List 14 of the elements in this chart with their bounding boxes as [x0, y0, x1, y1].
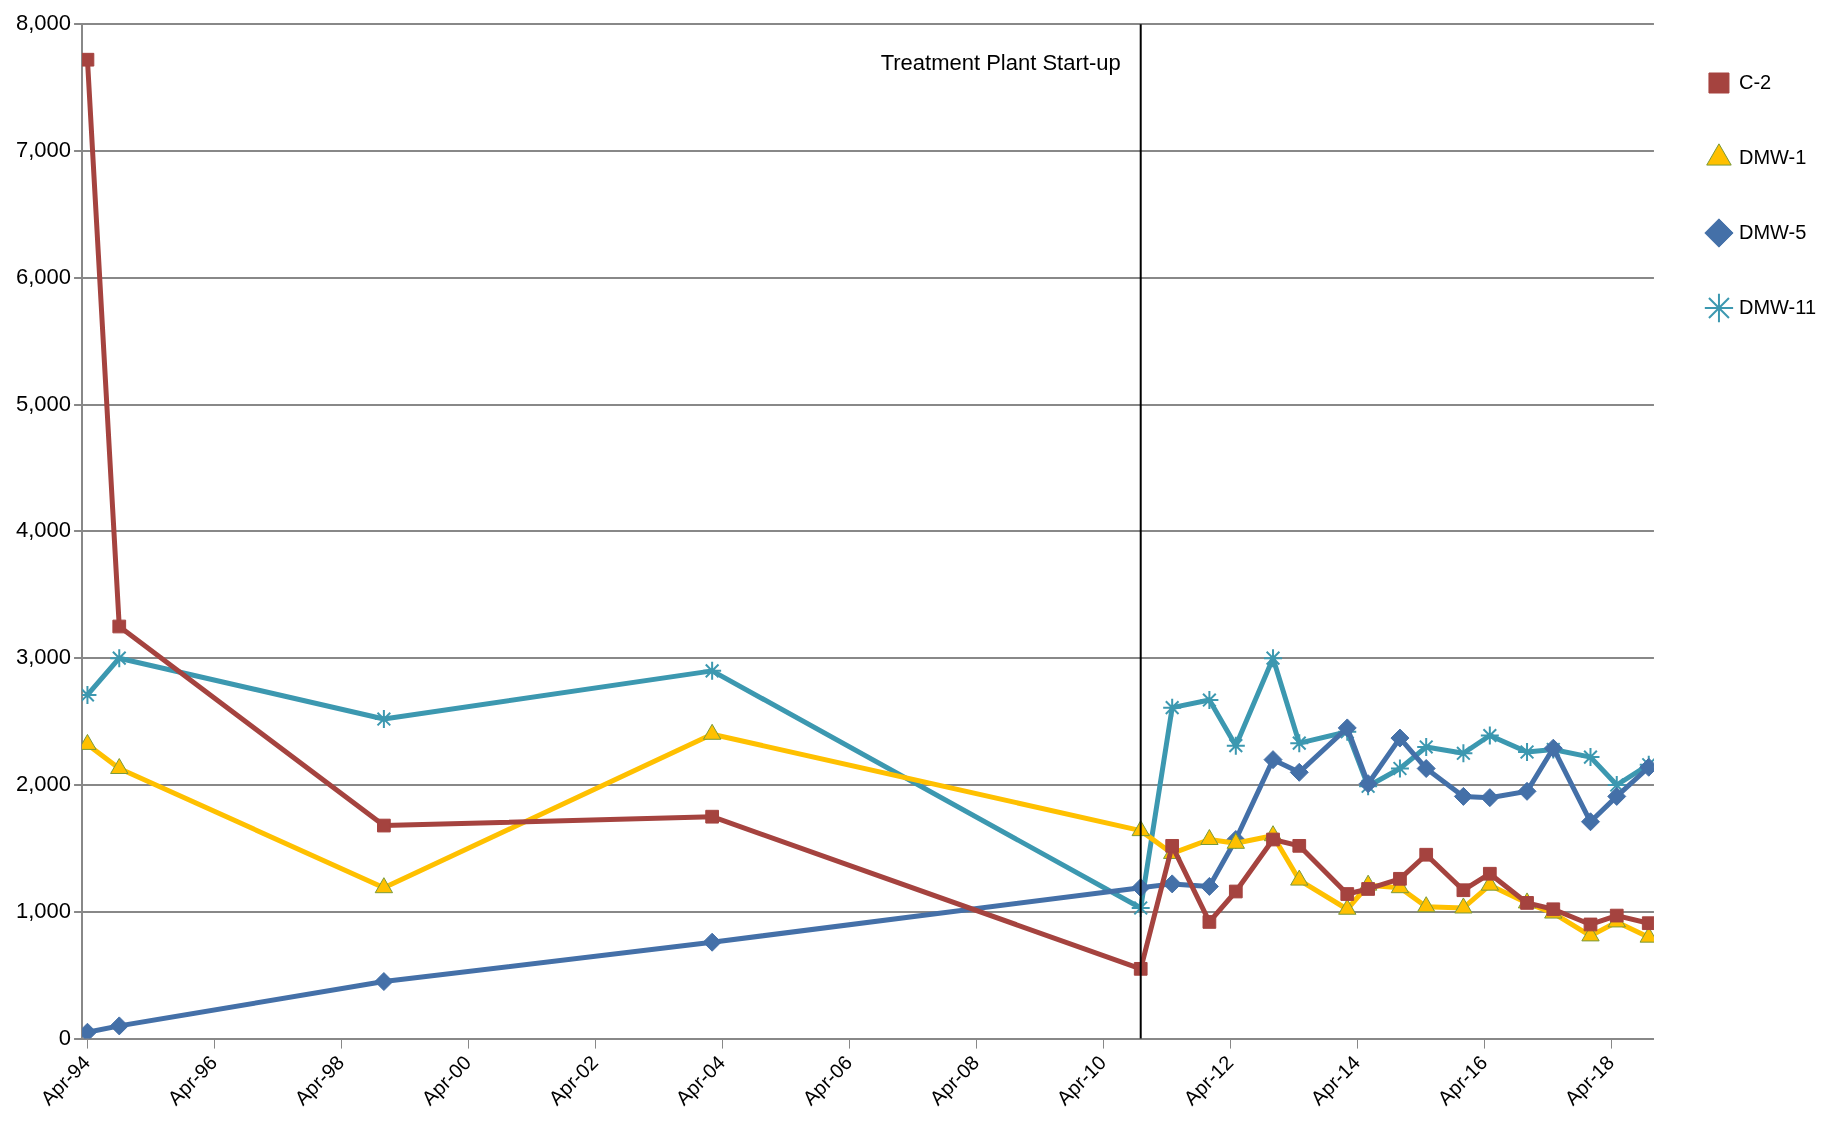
legend-label: C-2 [1738, 70, 1772, 93]
y-tick-label: 4,000 [15, 517, 72, 543]
legend-label: DMW-5 [1738, 220, 1807, 243]
legend-label: DMW-11 [1738, 295, 1817, 318]
y-tick-label: 1,000 [15, 897, 72, 923]
y-tick-label: 6,000 [15, 263, 72, 289]
ref-line-label: Treatment Plant Start-up [880, 50, 1121, 76]
y-tick-label: 3,000 [15, 644, 72, 670]
y-tick-label: 0 [58, 1024, 72, 1050]
y-tick-label: 7,000 [15, 137, 72, 163]
legend-label: DMW-1 [1738, 145, 1807, 168]
y-tick-label: 8,000 [15, 10, 72, 36]
y-tick-label: 2,000 [15, 771, 72, 797]
y-tick-label: 5,000 [15, 390, 72, 416]
